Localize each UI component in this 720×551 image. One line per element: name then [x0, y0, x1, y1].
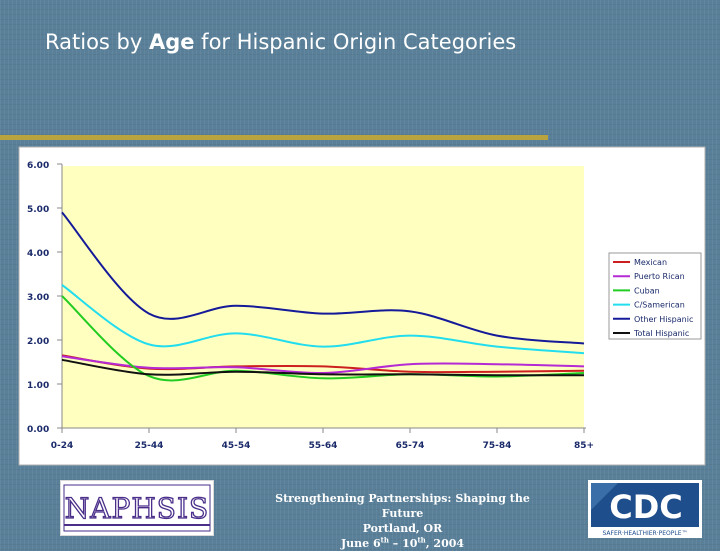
legend-label-c-samerican: C/Samerican	[634, 301, 685, 310]
x-tick-label: 45-54	[222, 441, 251, 451]
cdc-logo-tagline: SAFER·HEALTHIER·PEOPLE™	[603, 530, 688, 537]
footer-line-3: June 6th – 10th, 2004	[255, 536, 550, 551]
naphsis-logo-graphic: NAPHSIS	[63, 484, 211, 532]
y-tick-label: 1.00	[27, 381, 49, 391]
footer-date-mid: – 10	[388, 537, 418, 550]
y-tick-label: 4.00	[27, 249, 49, 259]
footer-date-end: , 2004	[425, 537, 465, 550]
series-line-cuban	[61, 295, 585, 382]
series-line-total-hispanic	[61, 358, 585, 377]
cdc-logo: CDC SAFER·HEALTHIER·PEOPLE™	[588, 480, 702, 538]
gold-divider	[0, 135, 548, 140]
x-tick-label: 25-44	[135, 441, 164, 451]
y-tick-label: 2.00	[27, 337, 49, 347]
x-tick-label: 85+	[574, 441, 594, 451]
series-line-other-hispanic	[61, 211, 585, 345]
plot-area	[62, 166, 584, 428]
naphsis-logo-text: NAPHSIS	[65, 492, 209, 525]
slide-title: Ratios by Age for Hispanic Origin Catego…	[45, 30, 516, 54]
legend-label-other-hispanic: Other Hispanic	[634, 315, 693, 324]
x-tick-label: 0-24	[51, 441, 74, 451]
title-emphasis: Age	[148, 30, 195, 54]
legend-box	[608, 252, 702, 340]
legend-label-total-hispanic: Total Hispanic	[633, 329, 689, 338]
y-tick-label: 3.00	[27, 293, 49, 303]
x-tick-label: 65-74	[396, 441, 425, 451]
legend-label-puerto-rican: Puerto Rican	[634, 272, 685, 281]
series-line-c-samerican	[61, 284, 585, 355]
footer-line-2: Portland, OR	[362, 522, 443, 535]
title-part-1: Ratios by	[45, 30, 149, 54]
cdc-logo-graphic: CDC SAFER·HEALTHIER·PEOPLE™	[588, 480, 702, 538]
legend-label-mexican: Mexican	[634, 258, 667, 267]
x-tick-label: 55-64	[309, 441, 338, 451]
x-tick-label: 75-84	[483, 441, 512, 451]
y-tick-label: 6.00	[27, 161, 49, 171]
cdc-logo-text: CDC	[609, 488, 683, 526]
y-tick-label: 0.00	[27, 425, 49, 435]
legend-label-cuban: Cuban	[634, 286, 660, 295]
footer-line-1: Strengthening Partnerships: Shaping the …	[275, 492, 530, 520]
y-tick-label: 5.00	[27, 205, 49, 215]
series-line-puerto-rican	[61, 355, 585, 375]
naphsis-logo: NAPHSIS	[60, 480, 214, 536]
footer-caption: Strengthening Partnerships: Shaping the …	[255, 491, 550, 551]
footer-date-start: June 6	[340, 537, 381, 550]
title-part-2: for Hispanic Origin Categories	[194, 30, 517, 54]
